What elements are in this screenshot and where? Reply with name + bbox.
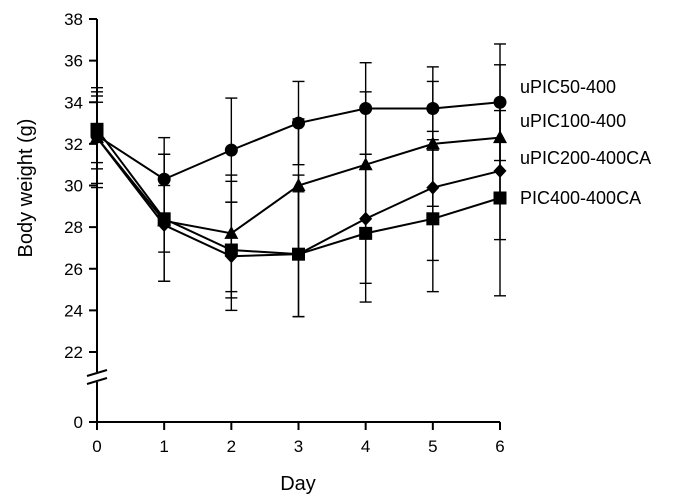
data-point-circle [157, 172, 171, 186]
data-point-circle [224, 143, 238, 157]
x-tick-label: 3 [294, 437, 303, 456]
data-point-triangle [224, 225, 239, 239]
y-tick-label: 24 [64, 301, 83, 320]
data-point-square [493, 191, 507, 205]
data-point-triangle [358, 157, 373, 171]
data-point-square [224, 243, 238, 257]
data-point-diamond [359, 211, 373, 226]
data-point-diamond [493, 163, 507, 178]
legend: uPIC50-400 uPIC100-400 uPIC200-400CA PIC400… [520, 77, 651, 208]
x-tick-label: 6 [495, 437, 504, 456]
x-tick-label: 0 [92, 437, 101, 456]
y-tick-label: 34 [64, 93, 83, 112]
legend-label: uPIC100-400 [520, 111, 626, 131]
y-axis-title: Body weight (g) [15, 119, 37, 258]
data-point-triangle [425, 136, 440, 150]
y-tick-label: 32 [64, 135, 83, 154]
data-point-square [90, 122, 104, 136]
x-tick-label: 4 [361, 437, 370, 456]
data-point-circle [292, 116, 305, 130]
data-point-square [292, 247, 305, 261]
legend-label: uPIC50-400 [520, 77, 616, 97]
data-point-square [426, 212, 440, 226]
data-point-triangle [493, 130, 507, 144]
y-tick-label: 30 [64, 177, 83, 196]
legend-label: PIC400-400CA [520, 188, 641, 208]
data-point-circle [359, 101, 373, 115]
y-tick-label: 28 [64, 218, 83, 237]
y-tick-label: 22 [64, 343, 83, 362]
data-point-square [359, 226, 373, 240]
x-tick-label: 5 [428, 437, 437, 456]
y-tick-label: 0 [74, 413, 83, 432]
y-tick-label: 38 [64, 10, 83, 29]
y-tick-label: 26 [64, 260, 83, 279]
axis-break-mark [86, 377, 108, 385]
data-point-circle [493, 95, 507, 109]
y-tick-label: 36 [64, 52, 83, 71]
legend-label: uPIC200-400CA [520, 148, 651, 168]
series-markers [90, 95, 507, 264]
data-point-triangle [291, 178, 306, 191]
data-point-square [157, 212, 171, 226]
data-point-circle [426, 101, 440, 115]
axis-break-mark [86, 369, 108, 377]
x-tick-label: 2 [227, 437, 236, 456]
x-tick-label: 1 [159, 437, 168, 456]
x-axis-title: Day [280, 473, 316, 495]
data-point-diamond [426, 180, 440, 195]
